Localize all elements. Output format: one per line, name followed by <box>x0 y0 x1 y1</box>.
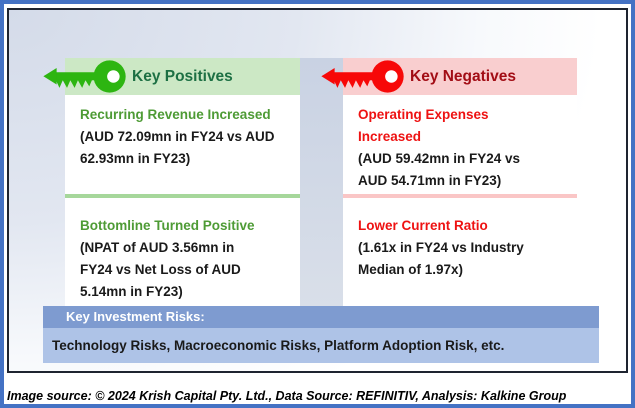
positive-item-1: Recurring Revenue Increased (AUD 72.09mn… <box>65 95 300 198</box>
negative-item-1: Operating Expenses Increased (AUD 59.42m… <box>343 95 577 198</box>
investment-risks-list: Technology Risks, Macroeconomic Risks, P… <box>43 328 599 363</box>
positive-item-2-title: Bottomline Turned Positive <box>80 218 255 233</box>
negatives-header-label: Key Negatives <box>410 68 516 85</box>
negatives-header-banner: Key Negatives <box>321 58 577 95</box>
investment-risks-title: Key Investment Risks: <box>43 306 599 328</box>
positives-body: Recurring Revenue Increased (AUD 72.09mn… <box>65 95 300 307</box>
negative-item-2-title: Lower Current Ratio <box>358 218 488 233</box>
green-key-icon <box>41 59 129 94</box>
positives-header-banner: Key Positives <box>43 58 300 95</box>
negatives-column: Key Negatives Operating Expenses Increas… <box>321 58 577 307</box>
negative-item-2-detail: (1.61x in FY24 vs Industry Median of 1.9… <box>358 240 524 277</box>
negative-item-1-title: Operating Expenses Increased <box>358 107 489 144</box>
positive-item-1-title: Recurring Revenue Increased <box>80 107 271 122</box>
source-attribution: Image source: © 2024 Krish Capital Pty. … <box>7 389 567 403</box>
investment-risks-banner: Key Investment Risks: Technology Risks, … <box>43 306 599 363</box>
negative-item-1-detail: (AUD 59.42mn in FY24 vs AUD 54.71mn in F… <box>358 151 521 188</box>
positives-header-label: Key Positives <box>132 68 233 85</box>
positives-column: Key Positives Recurring Revenue Increase… <box>43 58 300 307</box>
positive-item-2-detail: (NPAT of AUD 3.56mn in FY24 vs Net Loss … <box>80 240 241 299</box>
negatives-body: Operating Expenses Increased (AUD 59.42m… <box>343 95 577 307</box>
positive-item-1-detail: (AUD 72.09mn in FY24 vs AUD 62.93mn in F… <box>80 129 275 166</box>
column-gap-shade <box>300 58 343 307</box>
positive-item-2: Bottomline Turned Positive (NPAT of AUD … <box>65 198 300 307</box>
red-key-icon <box>319 59 407 94</box>
negative-item-2: Lower Current Ratio (1.61x in FY24 vs In… <box>343 198 577 307</box>
content-panel: Key Positives Recurring Revenue Increase… <box>5 6 630 375</box>
